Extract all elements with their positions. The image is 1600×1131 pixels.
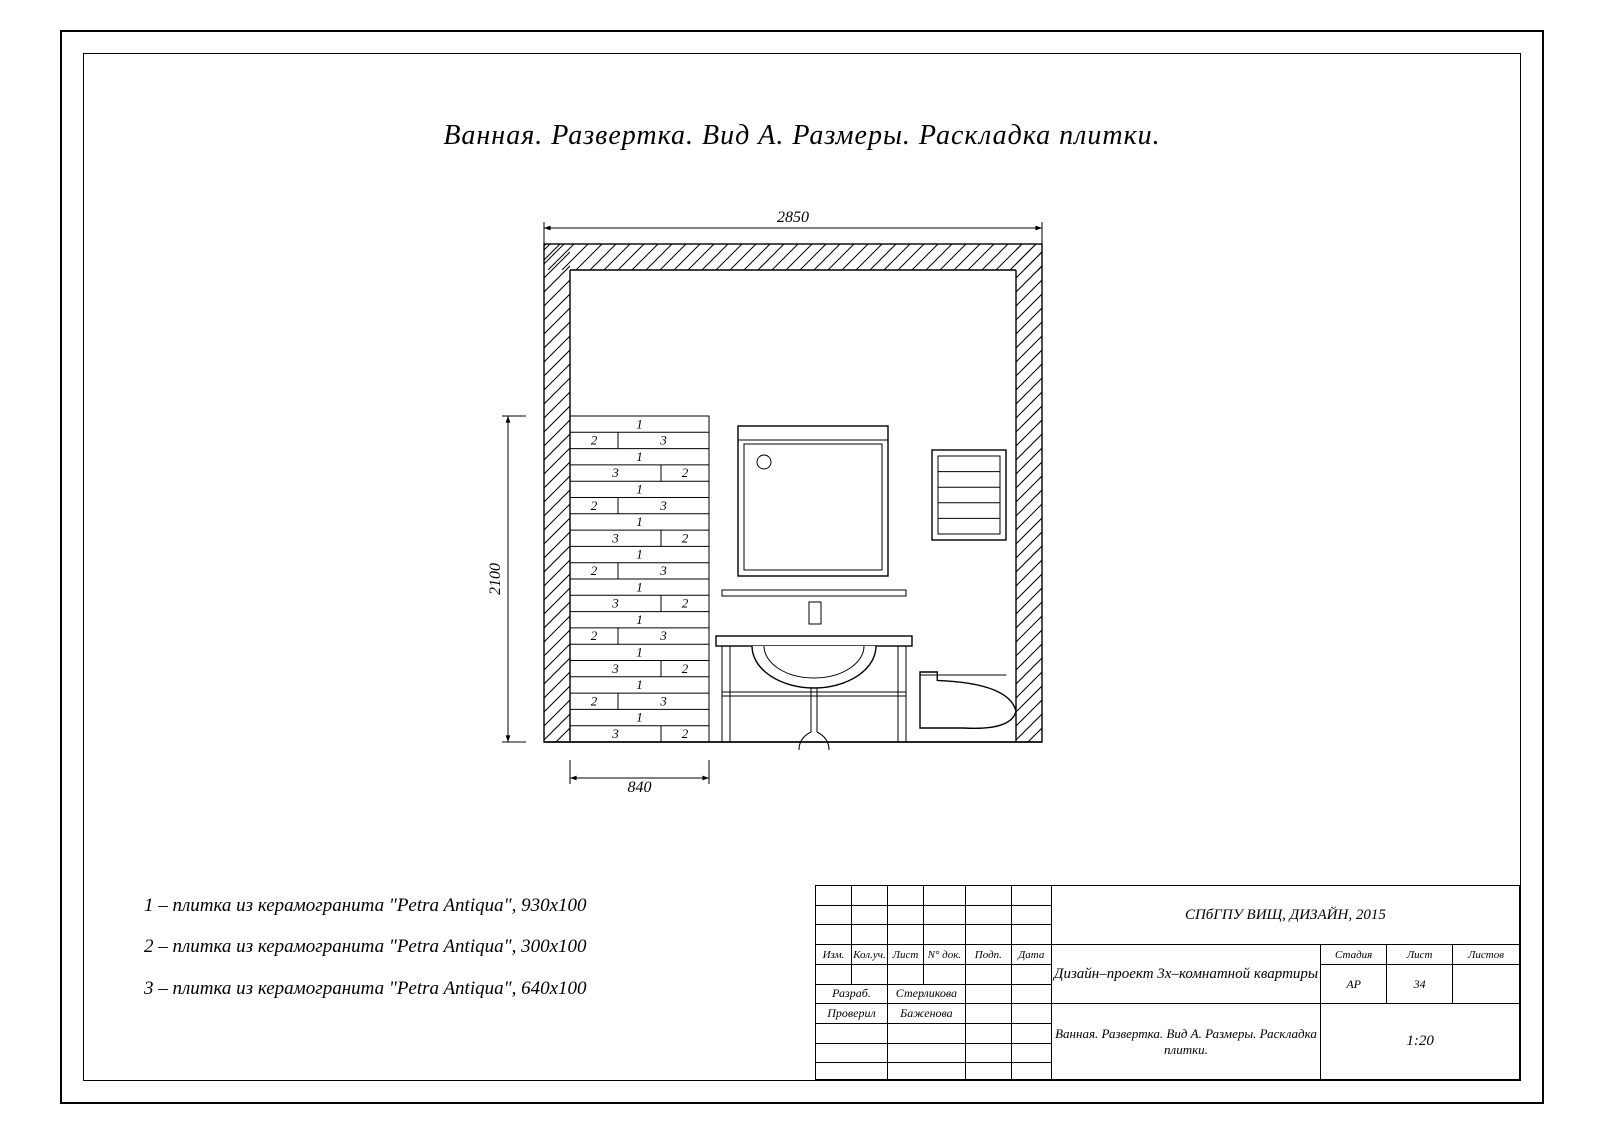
svg-text:1: 1 (636, 710, 643, 725)
sheet-inner-frame: Ванная. Развертка. Вид А. Размеры. Раскл… (83, 53, 1521, 1081)
tb-hdr-izm: Изм. (816, 945, 852, 965)
svg-text:2100: 2100 (487, 563, 504, 595)
svg-text:3: 3 (659, 563, 667, 578)
svg-text:3: 3 (611, 465, 619, 480)
svg-text:2: 2 (682, 661, 689, 676)
tb-scale: 1:20 (1321, 1004, 1520, 1080)
tb-name-prover: Баженова (887, 1004, 965, 1024)
sheet-outer-frame: Ванная. Развертка. Вид А. Размеры. Раскл… (60, 30, 1544, 1104)
legend-item: 2 – плитка из керамогранита "Petra Antiq… (144, 926, 587, 968)
tb-hdr-kol: Кол.уч. (851, 945, 887, 965)
svg-text:2: 2 (591, 433, 598, 448)
svg-text:1: 1 (636, 449, 643, 464)
svg-text:2: 2 (591, 628, 598, 643)
svg-text:1: 1 (636, 514, 643, 529)
svg-text:840: 840 (628, 779, 652, 796)
svg-text:2: 2 (682, 726, 689, 741)
svg-text:3: 3 (659, 433, 667, 448)
svg-text:1: 1 (636, 547, 643, 562)
svg-text:2: 2 (591, 693, 598, 708)
svg-text:3: 3 (611, 726, 619, 741)
tb-sheet-hdr: Лист (1387, 945, 1453, 965)
tb-role-razrab: Разраб. (816, 984, 888, 1004)
tb-sheets-hdr: Листов (1453, 945, 1520, 965)
legend-item: 1 – плитка из керамогранита "Petra Antiq… (144, 885, 587, 927)
tb-stage: АР (1321, 964, 1387, 1003)
svg-text:1: 1 (636, 579, 643, 594)
svg-text:1: 1 (636, 677, 643, 692)
page-title: Ванная. Развертка. Вид А. Размеры. Раскл… (84, 120, 1520, 152)
svg-text:2850: 2850 (777, 209, 809, 226)
tb-sheet: 34 (1387, 964, 1453, 1003)
elevation-drawing: 2850 2100 840 1 2 3 1 3 2 1 2 3 1 3 2 1 2 3 1 3 2 1 2 3 1 3 2 1 2 3 1 3… (464, 184, 1084, 829)
tb-hdr-data: Дата (1011, 945, 1051, 965)
tb-name-razrab: Стерликова (887, 984, 965, 1004)
svg-text:3: 3 (659, 693, 667, 708)
drawing-svg: 2850 2100 840 1 2 3 1 3 2 1 2 3 1 3 2 1 2 3 1 3 2 1 2 3 1 3 2 1 2 3 1 3… (464, 184, 1084, 824)
tb-project: Дизайн–проект 3х–комнатной квартиры (1051, 945, 1320, 1004)
svg-text:2: 2 (682, 596, 689, 611)
svg-text:2: 2 (682, 530, 689, 545)
tile-legend: 1 – плитка из керамогранита "Petra Antiq… (144, 885, 587, 1010)
tb-role-prover: Проверил (816, 1004, 888, 1024)
svg-text:1: 1 (636, 645, 643, 660)
svg-text:2: 2 (591, 563, 598, 578)
svg-text:2: 2 (682, 465, 689, 480)
svg-text:3: 3 (659, 628, 667, 643)
svg-text:1: 1 (636, 482, 643, 497)
svg-text:3: 3 (611, 530, 619, 545)
legend-item: 3 – плитка из керамогранита "Petra Antiq… (144, 968, 587, 1010)
svg-text:3: 3 (659, 498, 667, 513)
tb-sheet-title: Ванная. Развертка. Вид А. Размеры. Раскл… (1051, 1004, 1320, 1080)
tb-sheets (1453, 964, 1520, 1003)
svg-text:1: 1 (636, 416, 643, 431)
svg-text:1: 1 (636, 612, 643, 627)
title-block: СПбГПУ ВИЩ, ДИЗАЙН, 2015 Изм. Кол.уч. Ли… (815, 885, 1520, 1080)
tb-stage-hdr: Стадия (1321, 945, 1387, 965)
svg-text:2: 2 (591, 498, 598, 513)
tb-org: СПбГПУ ВИЩ, ДИЗАЙН, 2015 (1051, 886, 1519, 945)
tb-hdr-list: Лист (887, 945, 923, 965)
svg-text:3: 3 (611, 596, 619, 611)
tb-hdr-ndoc: N° док. (923, 945, 965, 965)
tb-hdr-podp: Подп. (965, 945, 1011, 965)
svg-text:3: 3 (611, 661, 619, 676)
